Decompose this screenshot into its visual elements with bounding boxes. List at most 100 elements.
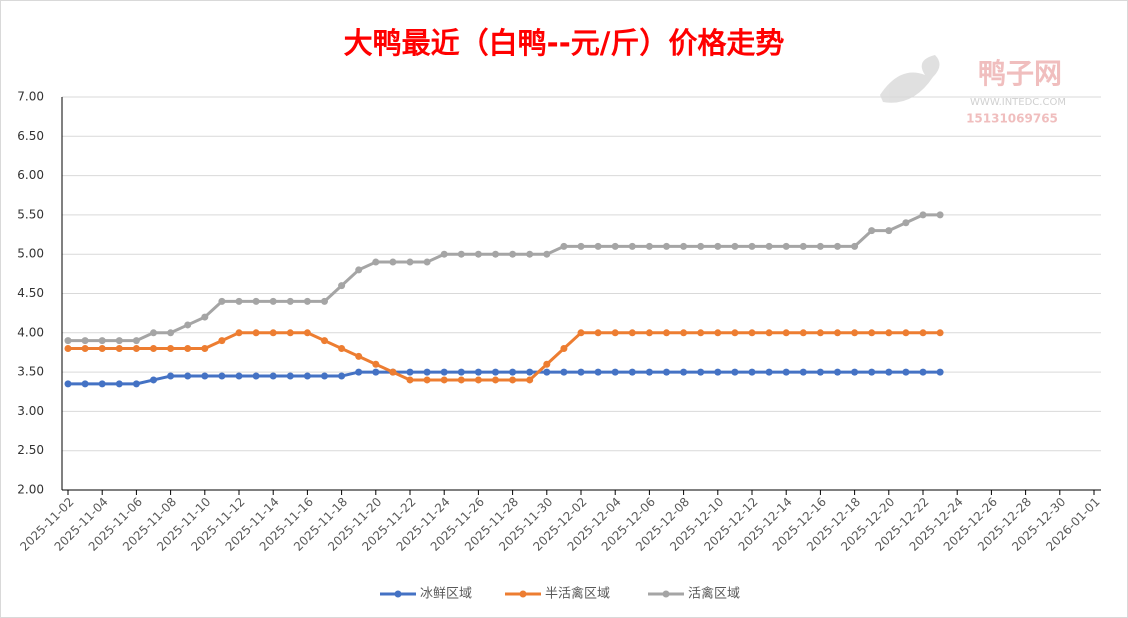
data-point [765,368,773,376]
data-point [765,329,773,337]
data-point [355,266,363,274]
data-point [594,368,602,376]
y-tick-label: 3.00 [17,404,44,418]
data-point [150,345,157,353]
data-point [115,337,123,345]
legend-marker [662,590,670,598]
data-point [457,250,465,258]
data-point [321,372,328,380]
watermark: 鸭子网 WWW.INTEDC.COM 15131069765 [880,55,1066,126]
data-point [167,329,175,337]
data-point [389,258,397,266]
data-point [269,297,277,305]
data-point [492,250,499,258]
data-point [834,368,841,376]
data-point [799,329,807,337]
data-point [252,329,260,337]
data-point [594,242,602,250]
data-point [201,345,209,353]
data-point [218,372,226,380]
data-point [218,297,226,305]
data-point [115,380,123,388]
data-point [936,368,944,376]
data-point [184,321,192,329]
data-point [406,368,414,376]
data-point [64,345,72,353]
data-point [731,242,739,250]
data-point [389,368,397,376]
data-point [919,368,927,376]
data-point [98,345,106,353]
data-point [132,337,140,345]
data-point [851,329,859,337]
data-point [218,337,226,345]
data-point [286,372,294,380]
data-point [526,368,534,376]
data-point [235,297,243,305]
data-point [680,242,688,250]
watermark-brand: 鸭子网 [978,57,1062,90]
data-point [423,376,431,384]
data-point [201,372,209,380]
data-point [902,368,910,376]
data-point [150,376,157,384]
data-point [645,368,653,376]
data-point [799,368,807,376]
data-point [440,250,448,258]
data-point [440,368,448,376]
data-point [748,329,756,337]
data-point [321,297,328,305]
data-point [936,329,944,337]
series-line [68,331,941,382]
data-point [680,329,688,337]
data-point [834,242,841,250]
data-point [868,368,876,376]
data-point [782,242,790,250]
data-point [748,242,756,250]
data-point [851,242,859,250]
data-point [474,250,482,258]
data-point [338,282,346,290]
legend-label: 活禽区域 [688,586,740,602]
data-point [748,368,756,376]
y-tick-label: 2.50 [17,443,44,457]
data-point [269,372,277,380]
data-point [663,368,670,376]
data-point [611,242,619,250]
data-point [543,250,551,258]
y-tick-label: 3.50 [17,365,44,379]
data-point [697,242,705,250]
data-point [355,352,363,360]
data-point [303,329,311,337]
data-point [560,368,568,376]
data-point [851,368,859,376]
data-point [286,297,294,305]
chart-title: 大鸭最近（白鸭--元/斤）价格走势 [344,26,785,60]
data-point [526,250,534,258]
data-point [303,297,311,305]
data-point [628,242,636,250]
data-point [81,380,89,388]
data-point [765,242,773,250]
data-point [560,345,568,353]
data-point [577,329,585,337]
data-point [184,345,192,353]
data-point [269,329,277,337]
data-point [509,368,517,376]
data-point [355,368,363,376]
data-point [440,376,448,384]
data-point [816,368,824,376]
series-line [68,213,941,343]
data-point [628,329,636,337]
data-point [868,227,876,235]
data-point [731,329,739,337]
data-point [936,211,944,219]
data-point [714,242,722,250]
y-tick-label: 2.00 [17,483,44,497]
watermark-phone: 15131069765 [966,112,1058,126]
data-point [64,337,72,345]
data-point [799,242,807,250]
data-point [577,242,585,250]
data-point [372,258,380,266]
